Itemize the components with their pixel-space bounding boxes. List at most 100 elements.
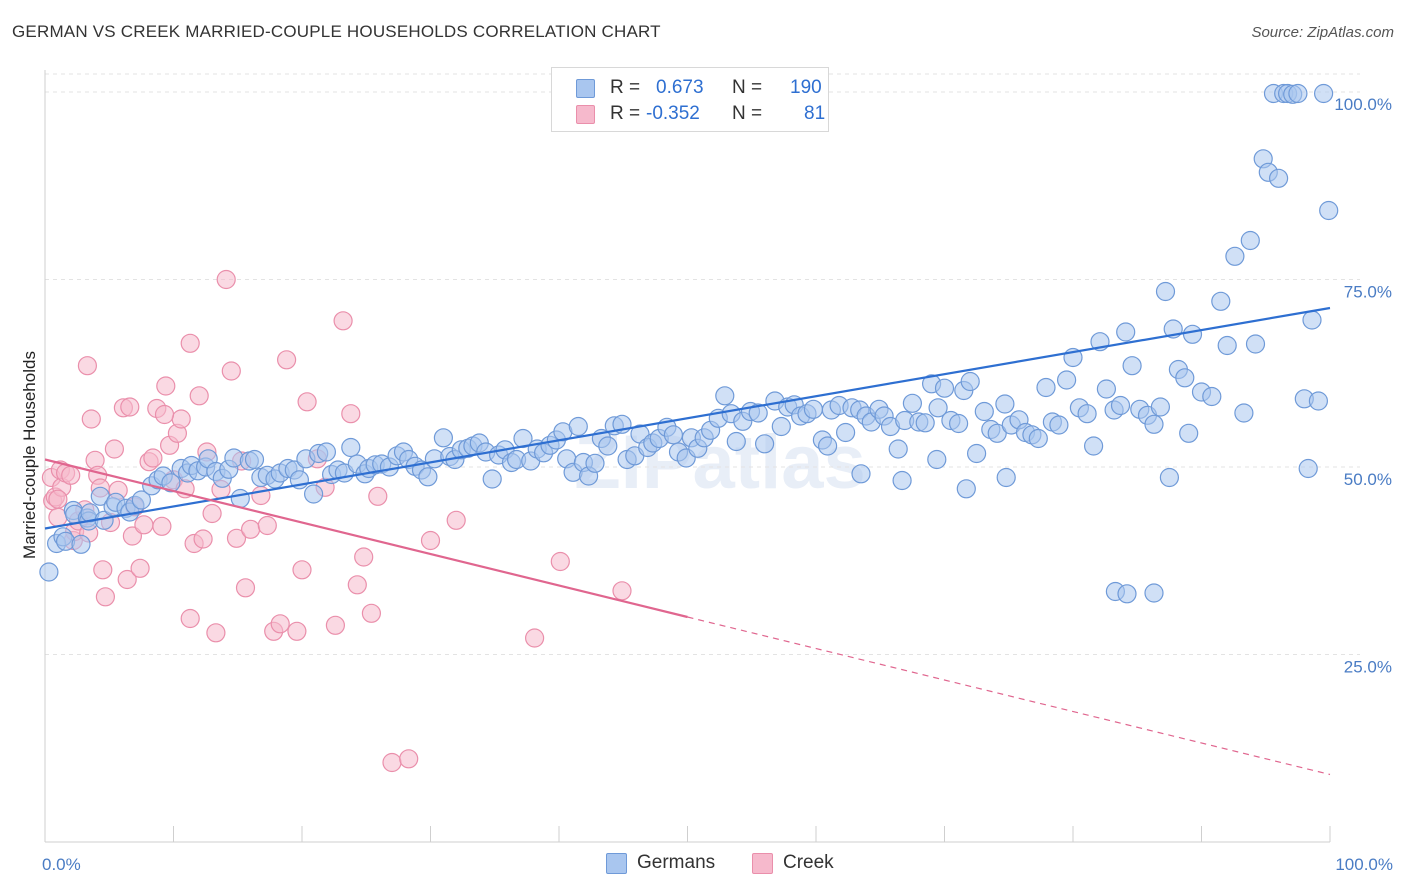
creek-point-38 — [180, 608, 200, 629]
german-n-value: 190 — [790, 77, 822, 98]
creek-point-17 — [93, 560, 113, 580]
german-point-121 — [803, 399, 824, 419]
creek-point-18 — [95, 587, 116, 607]
german-point-178 — [1182, 324, 1203, 344]
german-point-209 — [1179, 423, 1199, 443]
german-point-201 — [851, 464, 871, 484]
creek-point-53 — [257, 515, 277, 536]
creek-point-73 — [524, 628, 545, 648]
y-axis-label: Married-couple Households — [20, 351, 39, 559]
german-point-162 — [1077, 404, 1097, 424]
creek-legend-swatch — [752, 853, 773, 874]
german-point-168 — [1116, 322, 1136, 342]
german-point-183 — [1225, 246, 1245, 266]
german-point-204 — [956, 479, 976, 499]
german-point-208 — [1144, 583, 1164, 603]
german-point-182 — [1217, 335, 1237, 356]
creek-point-52 — [251, 485, 271, 506]
creek-point-68 — [368, 486, 388, 506]
creek-point-76 — [77, 356, 98, 376]
german-point-143 — [948, 413, 969, 434]
german-point-184 — [1234, 403, 1254, 423]
german-point-177 — [1175, 368, 1195, 388]
creek-n-value: 81 — [804, 103, 826, 124]
german-point-34 — [244, 449, 265, 470]
chart-title: GERMAN VS CREEK MARRIED-COUPLE HOUSEHOLD… — [12, 22, 661, 41]
creek-point-71 — [420, 530, 441, 551]
creek-r-value: -0.352 — [646, 103, 700, 124]
german-point-149 — [987, 423, 1007, 443]
y-tick-label-100: 100.0% — [1334, 95, 1392, 114]
german-point-90 — [598, 436, 618, 456]
creek-point-66 — [354, 547, 374, 567]
german-point-138 — [915, 413, 935, 433]
german-point-167 — [1110, 395, 1131, 416]
creek-point-75 — [612, 581, 632, 601]
german-point-21 — [161, 473, 181, 493]
creek-point-56 — [277, 350, 297, 370]
german-point-150 — [995, 394, 1015, 414]
german-point-186 — [1245, 334, 1266, 354]
creek-point-29 — [143, 448, 163, 468]
creek-point-57 — [287, 621, 307, 641]
german-point-43 — [304, 484, 324, 504]
creek-swatch — [576, 105, 595, 124]
german-point-71 — [482, 469, 502, 489]
german-point-88 — [585, 453, 605, 473]
german-point-190 — [1268, 168, 1289, 188]
german-point-163 — [1083, 436, 1104, 456]
series-legend: Germans Creek — [0, 852, 1406, 876]
creek-trendline — [44, 458, 688, 619]
german-point-100 — [663, 425, 684, 445]
creek-point-7 — [61, 465, 81, 485]
german-n-label: N = — [732, 77, 763, 98]
german-point-136 — [902, 393, 923, 413]
german-point-134 — [888, 439, 908, 459]
german-points — [39, 83, 1339, 604]
creek-point-23 — [117, 569, 137, 590]
german-point-141 — [934, 378, 955, 398]
creek-point-59 — [297, 392, 317, 412]
german-point-114 — [754, 434, 775, 454]
german-point-205 — [996, 467, 1016, 488]
german-point-123 — [817, 436, 838, 456]
creek-label: Creek — [783, 852, 834, 873]
creek-point-74 — [550, 551, 570, 572]
germans-label: Germans — [637, 852, 716, 873]
creek-point-80 — [48, 489, 68, 509]
german-point-45 — [316, 442, 336, 462]
german-point-147 — [974, 401, 994, 422]
german-swatch — [576, 79, 595, 98]
german-point-173 — [1150, 397, 1171, 417]
german-point-113 — [748, 403, 768, 423]
german-point-110 — [726, 431, 746, 452]
german-point-159 — [1056, 370, 1077, 390]
german-point-49 — [341, 437, 361, 458]
german-point-63 — [433, 428, 453, 448]
creek-point-62 — [325, 615, 345, 635]
creek-point-67 — [361, 603, 381, 623]
german-point-85 — [568, 416, 588, 437]
tick-labels: 25.0% 50.0% 75.0% 100.0% 0.0% 100.0% — [42, 95, 1393, 874]
x-tick-label-max: 100.0% — [1335, 855, 1393, 874]
german-point-207 — [1117, 584, 1137, 604]
creek-point-32 — [156, 376, 176, 396]
german-point-194 — [1288, 83, 1308, 104]
source-credit: Source: ZipAtlas.com — [1251, 24, 1394, 41]
german-point-210 — [1159, 467, 1180, 488]
creek-point-65 — [347, 575, 367, 595]
german-point-169 — [1122, 356, 1142, 376]
german-point-145 — [960, 371, 980, 392]
german-point-200 — [1319, 200, 1339, 221]
creek-point-24 — [122, 526, 142, 546]
creek-r-label: R = — [610, 103, 641, 124]
german-point-180 — [1202, 386, 1222, 407]
german-point-158 — [1049, 415, 1069, 435]
creek-point-46 — [216, 269, 236, 290]
creek-point-31 — [152, 516, 172, 536]
creek-point-77 — [120, 397, 140, 417]
creek-point-69 — [382, 752, 402, 773]
creek-point-55 — [270, 614, 290, 634]
creek-trendline-extension — [687, 616, 1331, 776]
